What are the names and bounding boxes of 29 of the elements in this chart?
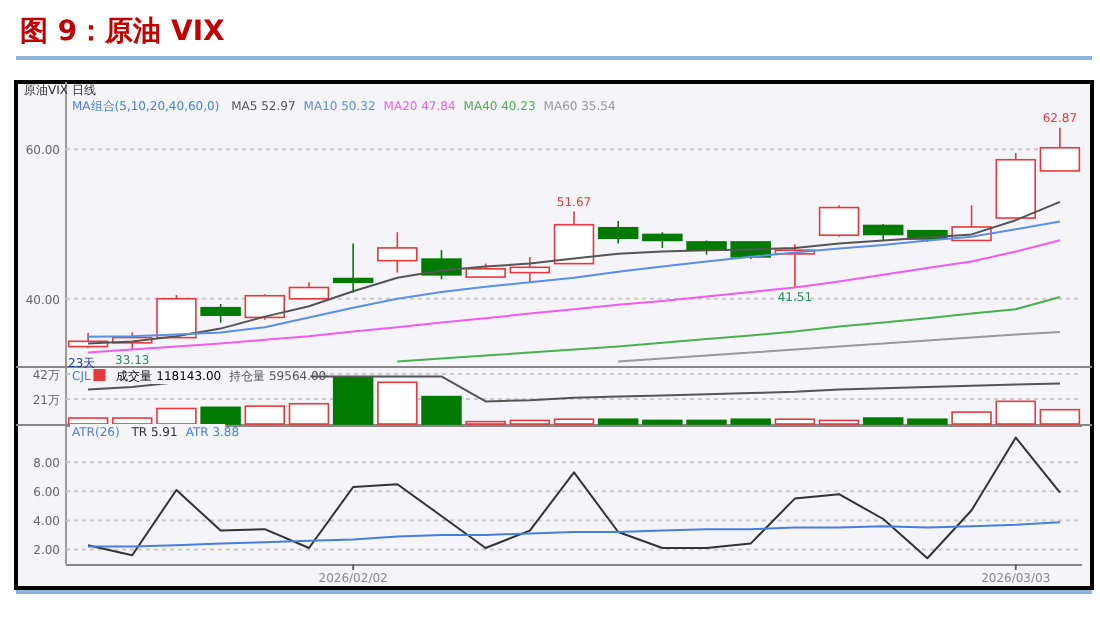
line-series [396,296,1061,363]
candlestick [818,204,860,238]
bar [288,402,330,425]
candlestick [377,231,418,274]
bar [597,418,639,425]
bar [244,405,286,425]
bar [1039,408,1081,425]
candlestick [553,210,595,265]
line-series [617,331,1061,363]
chart-title: 图 9：原油 VIX [20,16,226,48]
candlestick [156,294,197,339]
bar [332,376,374,425]
bar [907,418,948,425]
candlestick [200,303,241,324]
bar [553,418,595,425]
candlestick [597,220,639,245]
candlestick [244,293,286,321]
bar [421,395,462,425]
line-series [87,436,1061,560]
candlestick [332,242,374,294]
bar [377,381,418,425]
line-series [87,239,1061,354]
bar [200,406,241,425]
bar [951,411,992,425]
candlestick [1039,127,1081,172]
bar [995,400,1036,425]
bar [774,418,816,425]
line-series [87,521,1061,548]
bar [862,417,904,425]
